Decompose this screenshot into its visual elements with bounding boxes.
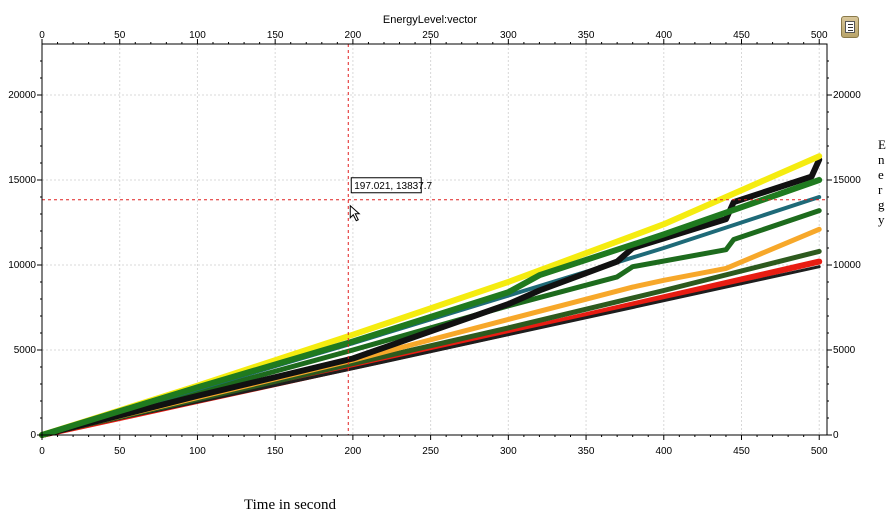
y-tick-label-left: 15000 [8,175,36,186]
x-tick-label-top: 450 [733,30,750,41]
y-tick-label-right: 0 [833,430,839,441]
y-caption-letter: E [878,137,886,152]
x-tick-label-top: 300 [500,30,517,41]
x-tick-label-top: 200 [345,30,362,41]
y-caption-letter: g [878,197,885,212]
x-tick-label-top: 150 [267,30,284,41]
mouse-cursor-icon [349,204,361,222]
crosshair-readout-box [350,177,422,194]
x-tick-label-bottom: 300 [500,446,517,457]
x-tick-label-bottom: 50 [114,446,126,457]
y-caption-letter: n [878,152,885,167]
y-tick-label-right: 15000 [833,175,861,186]
x-tick-label-top: 350 [578,30,595,41]
y-tick-label-right: 10000 [833,260,861,271]
list-menu-icon[interactable] [841,16,859,38]
x-tick-label-bottom: 200 [345,446,362,457]
x-axis-caption: Time in second [244,497,336,513]
chart-title: EnergyLevel:vector [383,14,477,26]
y-caption-letter: r [878,182,883,197]
x-tick-label-top: 250 [422,30,439,41]
y-caption-letter: e [878,167,884,182]
x-tick-label-top: 50 [114,30,126,41]
x-tick-label-bottom: 250 [422,446,439,457]
x-tick-label-bottom: 100 [189,446,206,457]
series-line-9 [39,177,823,438]
y-tick-label-right: 20000 [833,90,861,101]
plot-frame [41,43,828,436]
x-tick-label-top: 0 [39,30,45,41]
y-tick-label-right: 5000 [833,345,856,356]
crosshair: 197.021, 13837.7 [42,44,827,435]
y-tick-label-left: 10000 [8,260,36,271]
y-tick-label-left: 20000 [8,90,36,101]
x-tick-label-bottom: 150 [267,446,284,457]
grid [41,44,827,436]
x-tick-label-bottom: 0 [39,446,45,457]
x-tick-label-top: 500 [811,30,828,41]
x-tick-label-top: 100 [189,30,206,41]
axes: 0050501001001501502002002502503003003503… [8,30,861,457]
crosshair-readout: 197.021, 13837.7 [354,181,432,192]
y-tick-label-left: 0 [30,430,36,441]
y-tick-label-left: 5000 [14,345,37,356]
x-tick-label-bottom: 400 [655,446,672,457]
y-caption-letter: y [878,212,885,227]
series-group [39,153,823,438]
x-tick-label-top: 400 [655,30,672,41]
series-line-5 [39,208,822,438]
x-tick-label-bottom: 450 [733,446,750,457]
x-tick-label-bottom: 500 [811,446,828,457]
x-tick-label-bottom: 350 [578,446,595,457]
series-line-7 [39,156,823,438]
